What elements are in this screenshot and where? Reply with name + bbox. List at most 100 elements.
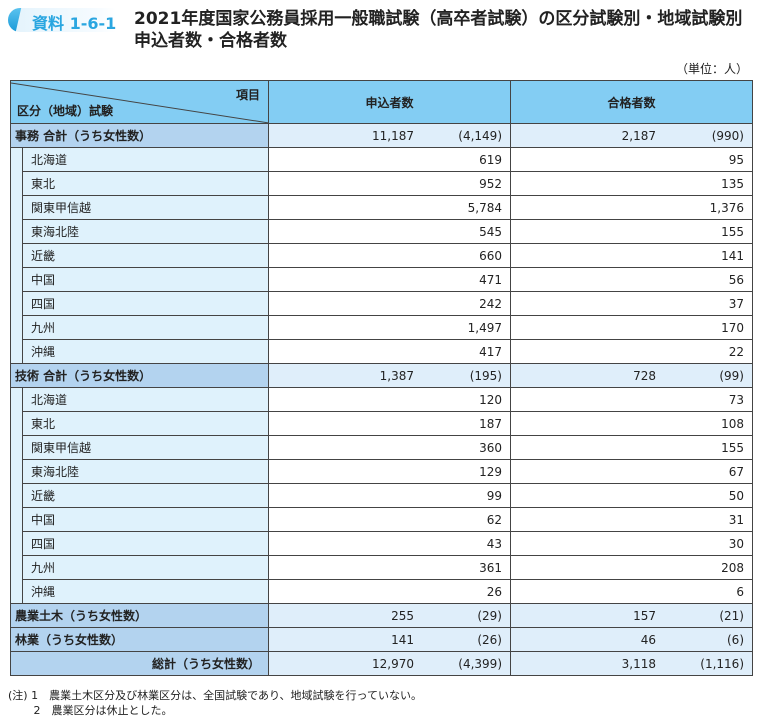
passed-value: 22 [510,339,753,364]
corner-header: 項目区分（地域）試験 [10,80,269,124]
indent-cell [10,435,23,460]
region-label: 関東甲信越 [22,435,269,460]
indent-cell [10,459,23,484]
indent-cell [10,147,23,172]
table-row: 関東甲信越 5,784 1,376 [10,195,753,220]
passed-cell: 46 (6) [510,627,753,652]
passed-value: 6 [510,579,753,604]
region-label: 九州 [22,315,269,340]
passed-cell: 3,118 (1,116) [510,651,753,676]
table-row: 沖縄 417 22 [10,339,753,364]
corner-bottom: 区分（地域）試験 [17,104,114,118]
badge-label: 資料 1-6-1 [32,14,117,33]
applicants-value: 952 [268,171,511,196]
passed-value: 157 [633,608,656,623]
region-label: 北海道 [22,387,269,412]
applicants-value: 619 [268,147,511,172]
applicants-value: 255 [391,608,414,623]
table-row: 九州 1,497 170 [10,315,753,340]
indent-cell [10,195,23,220]
region-label: 四国 [22,291,269,316]
applicants-value: 361 [268,555,511,580]
applicants-value: 141 [391,632,414,647]
passed-cell: 157 (21) [510,603,753,628]
applicants-value: 43 [268,531,511,556]
region-label: 東北 [22,411,269,436]
passed-value: 141 [510,243,753,268]
applicants-value: 417 [268,339,511,364]
indent-cell [10,579,23,604]
applicants-cell: 141 (26) [268,627,511,652]
passed-value: 73 [510,387,753,412]
document-badge: 資料 1-6-1 [8,8,117,33]
row-label: 林業（うち女性数） [10,627,269,652]
region-label: 沖縄 [22,339,269,364]
row-label: 農業土木（うち女性数） [10,603,269,628]
indent-cell [10,171,23,196]
table-row: 東北 952 135 [10,171,753,196]
indent-cell [10,339,23,364]
note-2: 2 農業区分は休止とした。 [8,704,173,717]
title-line-2: 申込者数・合格者数 [134,31,287,51]
passed-value: 46 [640,632,656,647]
passed-value: 170 [510,315,753,340]
table-row: 九州 361 208 [10,555,753,580]
indent-cell [10,411,23,436]
region-label: 四国 [22,531,269,556]
table-row: 中国 62 31 [10,507,753,532]
passed-female: (990) [711,128,744,143]
passed-female: (6) [727,632,744,647]
passed-value: 95 [510,147,753,172]
region-label: 関東甲信越 [22,195,269,220]
passed-value: 2,187 [621,128,656,143]
passed-value: 31 [510,507,753,532]
region-label: 東北 [22,171,269,196]
applicants-value: 1,497 [268,315,511,340]
table-row: 東海北陸 545 155 [10,219,753,244]
badge-arc-icon [8,8,22,32]
passed-value: 1,376 [510,195,753,220]
applicants-value: 11,187 [372,128,414,143]
corner-top: 項目 [235,88,260,102]
region-label: 中国 [22,507,269,532]
table-row: 沖縄 26 6 [10,579,753,604]
region-label: 九州 [22,555,269,580]
applicants-cell: 12,970 (4,399) [268,651,511,676]
passed-cell: 2,187 (990) [510,123,753,148]
indent-cell [10,219,23,244]
table-row: 東北 187 108 [10,411,753,436]
passed-value: 208 [510,555,753,580]
passed-female: (99) [719,368,744,383]
applicants-value: 242 [268,291,511,316]
region-label: 東海北陸 [22,459,269,484]
passed-value: 37 [510,291,753,316]
passed-cell: 728 (99) [510,363,753,388]
applicants-value: 99 [268,483,511,508]
indent-cell [10,291,23,316]
table-row: 北海道 619 95 [10,147,753,172]
table-row: 四国 242 37 [10,291,753,316]
applicants-cell: 255 (29) [268,603,511,628]
table-row: 関東甲信越 360 155 [10,435,753,460]
indent-cell [10,243,23,268]
row-label: 技術 合計（うち女性数） [10,363,269,388]
applicants-cell: 1,387 (195) [268,363,511,388]
applicants-female: (195) [469,368,502,383]
passed-value: 108 [510,411,753,436]
applicants-value: 471 [268,267,511,292]
passed-value: 728 [633,368,656,383]
passed-value: 30 [510,531,753,556]
row-label: 総計（うち女性数） [10,651,269,676]
indent-cell [10,507,23,532]
region-label: 北海道 [22,147,269,172]
table-row: 北海道 120 73 [10,387,753,412]
applicants-value: 26 [268,579,511,604]
col-applicants: 申込者数 [268,80,511,124]
indent-cell [10,267,23,292]
row-label: 事務 合計（うち女性数） [10,123,269,148]
table-row: 近畿 99 50 [10,483,753,508]
passed-female: (21) [719,608,744,623]
applicants-value: 5,784 [268,195,511,220]
summary-row: 事務 合計（うち女性数） 11,187 (4,149) 2,187 (990) [10,123,753,148]
applicants-value: 660 [268,243,511,268]
